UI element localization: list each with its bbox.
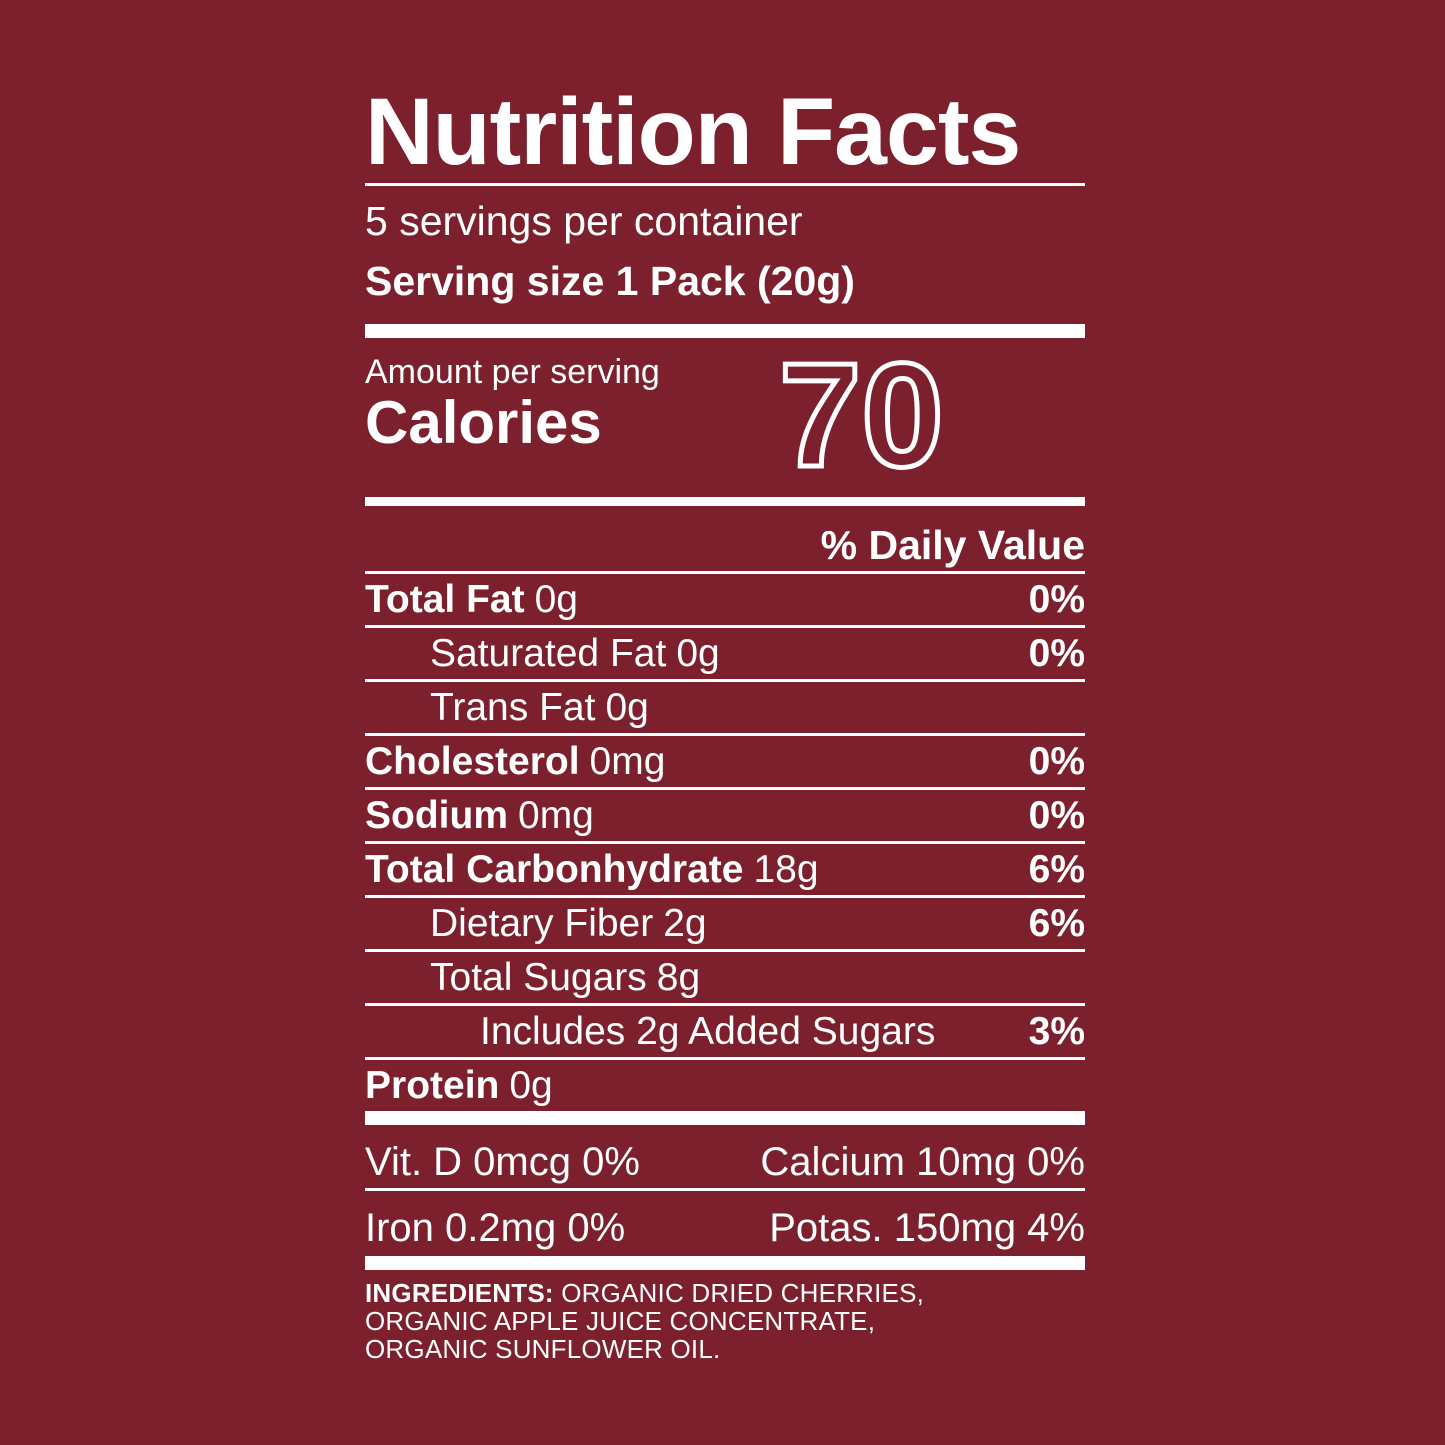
vitamin-d-value: Vit. D 0mcg 0%: [365, 1140, 640, 1184]
nutrient-row: Total Carbonhydrate 18g 6%: [365, 844, 1085, 895]
nutrient-row: Total Sugars 8g: [365, 952, 1085, 1003]
micronutrient-row-2: Iron 0.2mg 0% Potas. 150mg 4%: [365, 1205, 1085, 1251]
divider-between-micronutrients: [365, 1188, 1085, 1191]
nutrient-separator-rule: [365, 1003, 1085, 1006]
nutrient-amount: 0mg: [589, 740, 666, 783]
nutrient-separator-rule: [365, 679, 1085, 682]
calories-value: 70: [779, 358, 944, 476]
nutrition-label: Nutrition Facts 5 servings per container…: [365, 0, 1085, 1363]
nutrient-row: Cholesterol 0mg 0%: [365, 736, 1085, 787]
nutrient-amount: 8g: [656, 956, 701, 999]
nutrient-amount: 2g: [663, 902, 707, 945]
ingredients-section: INGREDIENTS: ORGANIC DRIED CHERRIES, ORG…: [365, 1279, 925, 1363]
daily-value-percent: 6%: [1028, 902, 1085, 945]
daily-value-percent: 0%: [1028, 578, 1085, 621]
thick-divider-after-nutrients: [365, 1111, 1085, 1125]
nutrition-facts-title: Nutrition Facts: [365, 79, 1021, 185]
nutrient-name: Trans Fat: [430, 686, 596, 729]
iron-value: Iron 0.2mg 0%: [365, 1206, 626, 1250]
nutrient-name: Total Carbonhydrate: [365, 848, 744, 891]
nutrient-amount: 0g: [605, 686, 649, 729]
nutrient-name: Sodium: [365, 794, 508, 837]
nutrient-name: Protein: [365, 1064, 500, 1107]
nutrient-row: Includes 2g Added Sugars 3%: [365, 1006, 1085, 1057]
nutrient-amount: 18g: [753, 848, 819, 891]
calories-section: Amount per serving Calories 70: [365, 352, 1085, 476]
daily-value-percent: 0%: [1028, 740, 1085, 783]
ingredients-label: INGREDIENTS:: [365, 1278, 554, 1308]
nutrient-separator-rule: [365, 1057, 1085, 1060]
nutrient-name: Cholesterol: [365, 740, 580, 783]
daily-value-percent: 0%: [1028, 794, 1085, 837]
ingredients-text: ORGANIC DRIED CHERRIES, ORGANIC APPLE JU…: [365, 1278, 925, 1364]
nutrient-amount: 0g: [509, 1064, 553, 1107]
nutrient-separator-rule: [365, 733, 1085, 736]
servings-per-container: 5 servings per container: [365, 198, 803, 244]
nutrient-separator-rule: [365, 841, 1085, 844]
nutrient-separator-rule: [365, 787, 1085, 790]
nutrient-separator-rule: [365, 895, 1085, 898]
nutrient-name: Saturated Fat: [430, 632, 667, 675]
nutrient-row: Protein 0g: [365, 1060, 1085, 1111]
thick-divider-before-ingredients: [365, 1256, 1085, 1270]
nutrient-row: Dietary Fiber 2g 6%: [365, 898, 1085, 949]
micronutrient-row-1: Vit. D 0mcg 0% Calcium 10mg 0%: [365, 1139, 1085, 1185]
nutrient-name: Total Sugars: [430, 956, 647, 999]
nutrient-rows: Total Fat 0g 0% Saturated Fat 0g 0% Trans …: [365, 574, 1085, 1111]
nutrient-separator-rule: [365, 949, 1085, 952]
divider-under-calories: [365, 497, 1085, 506]
calories-label: Calories: [365, 389, 602, 456]
calories-value-outlined: 70: [777, 358, 946, 476]
nutrient-row: Total Fat 0g 0%: [365, 574, 1085, 625]
amount-per-serving-label: Amount per serving: [365, 353, 660, 391]
nutrient-name: Dietary Fiber: [430, 902, 654, 945]
nutrient-name: Includes 2g Added Sugars: [480, 1010, 936, 1053]
nutrient-row: Saturated Fat 0g 0%: [365, 628, 1085, 679]
divider-under-title: [365, 183, 1085, 186]
thick-divider-after-serving: [365, 324, 1085, 338]
daily-value-percent: 0%: [1028, 632, 1085, 675]
nutrient-name: Total Fat: [365, 578, 525, 621]
nutrient-row: Trans Fat 0g: [365, 682, 1085, 733]
nutrient-amount: 0mg: [518, 794, 594, 837]
nutrient-amount: 0g: [676, 632, 720, 675]
potassium-value: Potas. 150mg 4%: [769, 1206, 1085, 1250]
nutrient-amount: 0g: [534, 578, 578, 621]
daily-value-percent: 3%: [1028, 1010, 1085, 1053]
daily-value-header: % Daily Value: [820, 522, 1085, 568]
serving-size: Serving size 1 Pack (20g): [365, 258, 855, 304]
divider-under-daily-value: [365, 571, 1085, 574]
nutrient-row: Sodium 0mg 0%: [365, 790, 1085, 841]
calcium-value: Calcium 10mg 0%: [760, 1140, 1085, 1184]
nutrient-separator-rule: [365, 625, 1085, 628]
daily-value-percent: 6%: [1028, 848, 1085, 891]
